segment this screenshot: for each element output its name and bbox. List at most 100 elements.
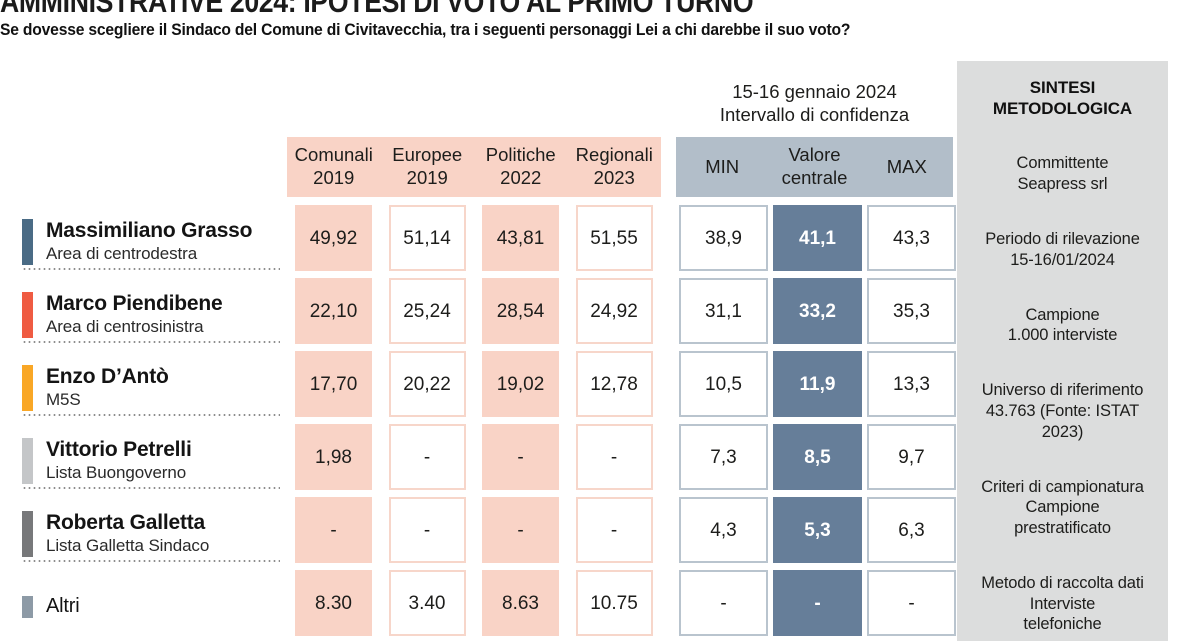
poll-central-value-cell: 8,5: [773, 424, 862, 490]
poll-column-header-line1: MIN: [705, 155, 740, 177]
past-election-cell: 24,92: [575, 278, 653, 344]
past-election-cell: 22,10: [295, 278, 372, 344]
spacer: [965, 443, 1160, 477]
past-election-cell: -: [388, 424, 466, 490]
methodology-item-value: 43.763 (Fonte: ISTAT 2023): [985, 401, 1140, 441]
poll-value: 43,3: [893, 227, 930, 249]
poll-value: 4,3: [710, 519, 737, 541]
methodology-item-value: telefoniche: [1023, 615, 1102, 634]
methodology-item-value: Seapress srl: [1017, 175, 1108, 194]
poll-central-value-cell: 33,2: [773, 278, 862, 344]
poll-columns-header: MIN Valore centrale MAX: [676, 137, 953, 197]
candidate-color-swatch: [22, 218, 33, 265]
row-separator: [22, 268, 280, 270]
past-election-value: -: [423, 519, 431, 541]
past-election-value: 8.30: [315, 592, 352, 614]
methodology-item-label: Campione: [1025, 305, 1100, 324]
past-election-cell: 17,70: [295, 351, 372, 417]
past-election-cell: 51,55: [575, 205, 653, 271]
past-election-value: -: [610, 519, 618, 541]
poll-value: 33,2: [799, 300, 836, 322]
poll-bound-cell: 13,3: [867, 351, 956, 417]
candidate-row-label: Vittorio Petrelli Lista Buongoverno: [22, 424, 284, 497]
candidate-name: Vittorio Petrelli: [46, 437, 192, 461]
past-election-value: 3.40: [408, 592, 446, 614]
past-election-cell: 8.30: [295, 570, 372, 636]
spacer: [965, 539, 1160, 573]
past-election-cell: 49,92: [295, 205, 372, 271]
methodology-panel: SINTESI METODOLOGICA Committente Seapress…: [957, 61, 1168, 641]
candidate-color-swatch: [22, 595, 33, 618]
candidate-party: Area di centrodestra: [46, 244, 198, 264]
past-election-value: 1,98: [315, 446, 352, 468]
past-election-cell: 25,24: [388, 278, 466, 344]
candidate-name: Enzo D’Antò: [46, 364, 169, 388]
poll-value: 10,5: [705, 373, 742, 395]
methodology-title-line2: METODOLOGICA: [992, 98, 1133, 118]
past-election-value: 10.75: [590, 592, 638, 614]
spacer: [965, 195, 1160, 229]
past-election-value: 24,92: [590, 300, 638, 322]
candidate-party: Lista Buongoverno: [46, 463, 187, 483]
poll-value: 6,3: [898, 519, 925, 541]
past-election-cell: 28,54: [482, 278, 559, 344]
poll-central-value-cell: 11,9: [773, 351, 862, 417]
poll-value: 5,3: [804, 519, 831, 541]
spacer: [965, 271, 1160, 305]
past-election-cell: -: [575, 424, 653, 490]
poll-bound-cell: 35,3: [867, 278, 956, 344]
past-election-value: -: [423, 446, 431, 468]
poll-bound-cell: 9,7: [867, 424, 956, 490]
past-election-value: 51,55: [590, 227, 638, 249]
past-election-cell: -: [482, 424, 559, 490]
past-election-value: -: [517, 446, 524, 468]
poll-bound-cell: 38,9: [679, 205, 768, 271]
methodology-item: Criteri di campionatura Campione prestrati…: [965, 477, 1160, 539]
poll-value: 31,1: [705, 300, 742, 322]
poll-value: 41,1: [799, 227, 836, 249]
past-election-value: 22,10: [309, 300, 358, 322]
past-election-cell: 43,81: [482, 205, 559, 271]
poll-central-value-cell: 5,3: [773, 497, 862, 563]
candidate-row-label: Massimiliano Grasso Area di centrodestra: [22, 205, 284, 278]
methodology-item-value: 1.000 interviste: [1007, 326, 1118, 345]
past-election-value: 28,54: [496, 300, 545, 322]
methodology-item: Universo di riferimento 43.763 (Fonte: IS…: [965, 380, 1160, 442]
past-election-cell: -: [482, 497, 559, 563]
candidate-color-swatch: [22, 510, 33, 557]
methodology-item-value: prestratificato: [1014, 519, 1111, 538]
row-separator: [22, 341, 280, 343]
methodology-item-label: Periodo di rilevazione: [985, 230, 1140, 249]
poll-bound-cell: 7,3: [679, 424, 768, 490]
methodology-item-label: Universo di riferimento: [981, 381, 1144, 400]
past-election-value: 20,22: [403, 373, 451, 395]
poll-central-value-cell: 41,1: [773, 205, 862, 271]
past-election-name: Regionali: [575, 144, 653, 166]
poll-value: 11,9: [799, 373, 836, 395]
candidate-party: Area di centrosinistra: [46, 317, 204, 337]
candidate-row-label: Altri: [22, 570, 284, 641]
page-subtitle: Se dovesse scegliere il Sindaco del Comu…: [0, 20, 851, 39]
poll-bound-cell: -: [867, 570, 956, 636]
poll-value: 13,3: [893, 373, 930, 395]
poll-value: 9,7: [898, 446, 925, 468]
past-election-column-header: Regionali 2023: [568, 137, 662, 197]
past-election-value: 51,14: [403, 227, 451, 249]
past-election-cell: 10.75: [575, 570, 653, 636]
row-separator: [22, 487, 280, 489]
methodology-item: Periodo di rilevazione 15-16/01/2024: [965, 229, 1160, 271]
past-election-cell: -: [575, 497, 653, 563]
poll-value: -: [908, 592, 915, 614]
past-election-value: 8.63: [502, 592, 539, 614]
poll-bound-cell: 4,3: [679, 497, 768, 563]
poll-value: -: [814, 592, 821, 614]
past-election-name: Politiche: [485, 144, 556, 166]
past-election-value: -: [517, 519, 524, 541]
poll-column-header: MIN: [676, 137, 768, 197]
methodology-blocks: Committente Seapress srl Periodo di rileva…: [965, 119, 1160, 635]
candidate-color-swatch: [22, 437, 33, 484]
past-election-value: 49,92: [309, 227, 358, 249]
candidate-name: Roberta Galletta: [46, 510, 206, 534]
poll-bound-cell: 31,1: [679, 278, 768, 344]
